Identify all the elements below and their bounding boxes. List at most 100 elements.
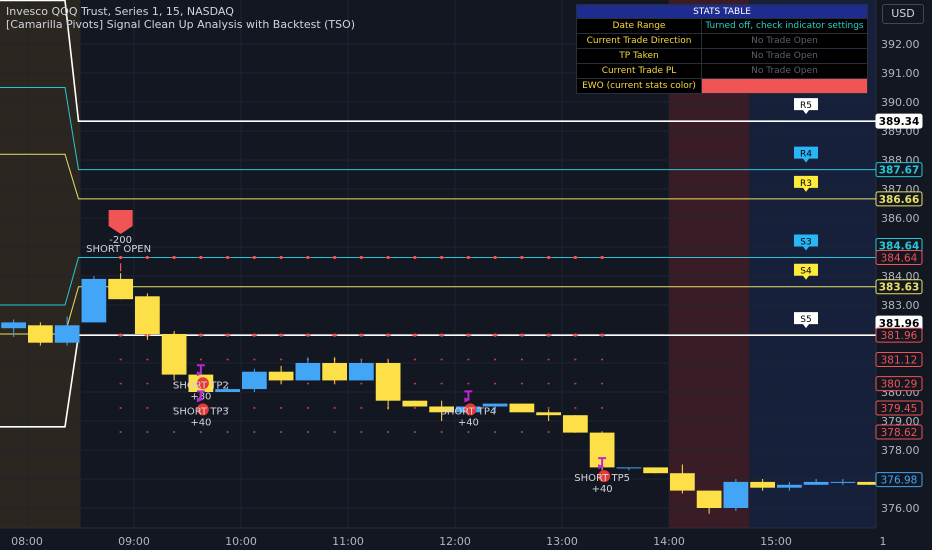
candle bbox=[375, 363, 401, 401]
tp-arrow-icon bbox=[196, 364, 205, 374]
pivot-tag-shape bbox=[794, 146, 818, 163]
signal-label: SHORT TP4 bbox=[441, 406, 497, 417]
target-dot bbox=[413, 358, 416, 361]
candle bbox=[429, 406, 454, 413]
target-dot bbox=[119, 358, 122, 361]
target-dot bbox=[574, 407, 577, 409]
price-label: 389.34 bbox=[879, 116, 920, 128]
target-dot bbox=[146, 382, 149, 385]
tp-dot bbox=[598, 470, 611, 483]
target-dot bbox=[253, 358, 256, 361]
time-tick: 10:00 bbox=[225, 535, 257, 548]
signal-pl: +40 bbox=[458, 417, 479, 428]
pivot-tag-shape bbox=[794, 263, 818, 280]
price-label: 380.29 bbox=[881, 379, 918, 391]
target-dot bbox=[360, 407, 363, 409]
tp-arrow-icon bbox=[598, 457, 607, 467]
target-dot bbox=[413, 431, 416, 433]
candle bbox=[563, 415, 588, 433]
time-tick: 1 bbox=[880, 535, 887, 548]
signal-marker: SHORT TP5+40 bbox=[574, 457, 630, 495]
candle bbox=[161, 334, 187, 375]
signal-label: SHORT TP5 bbox=[574, 473, 630, 484]
pivot-tag-label: R4 bbox=[800, 150, 812, 160]
candle bbox=[857, 481, 882, 485]
target-dot bbox=[306, 431, 309, 433]
price-tick: 383.00 bbox=[881, 299, 920, 312]
signal-marker: SHORT TP3+40 bbox=[173, 390, 229, 428]
candle bbox=[1, 322, 26, 329]
target-dot bbox=[280, 382, 283, 385]
time-tick: 13:00 bbox=[546, 535, 578, 548]
target-dot bbox=[333, 407, 336, 409]
stats-value: No Trade Open bbox=[701, 48, 868, 64]
target-dot bbox=[119, 382, 122, 385]
candle bbox=[28, 325, 53, 343]
stats-value: Turned off, check indicator settings bbox=[701, 18, 868, 34]
tp-arrow-icon bbox=[196, 390, 205, 400]
pivot-line-s3 bbox=[0, 256, 876, 306]
target-dot bbox=[360, 382, 363, 385]
pivot-tag-label: S4 bbox=[800, 267, 812, 277]
target-dot bbox=[226, 407, 229, 409]
candle bbox=[750, 481, 775, 488]
target-dot bbox=[494, 431, 497, 433]
time-tick: 09:00 bbox=[118, 535, 150, 548]
price-label-box bbox=[875, 191, 923, 207]
signal-label: SHORT TP2 bbox=[173, 380, 229, 391]
price-label-box bbox=[875, 376, 923, 392]
target-dot bbox=[467, 431, 470, 433]
target-dot bbox=[199, 431, 202, 433]
pivot-tags: R5 R4 R3 S3 S4 S5 bbox=[794, 98, 818, 329]
target-dot bbox=[253, 431, 256, 433]
target-dot bbox=[280, 431, 283, 433]
signal-label: SHORT TP3 bbox=[173, 406, 229, 417]
target-dot bbox=[306, 382, 309, 385]
target-dot bbox=[574, 358, 577, 361]
price-label-box bbox=[875, 352, 923, 368]
target-dot bbox=[226, 431, 229, 433]
grid-lines bbox=[0, 0, 884, 528]
target-dot bbox=[360, 431, 363, 433]
target-dot bbox=[226, 382, 229, 385]
target-dot bbox=[494, 358, 497, 361]
time-tick: 15:00 bbox=[760, 535, 792, 548]
tp-flag-icon bbox=[196, 397, 203, 403]
target-dot bbox=[547, 382, 550, 385]
pivot-tag-shape bbox=[794, 312, 818, 329]
price-label: 381.96 bbox=[881, 330, 918, 342]
price-label: 383.63 bbox=[879, 282, 920, 294]
price-label: 387.67 bbox=[879, 165, 920, 177]
price-label-box bbox=[875, 279, 923, 295]
stats-title: STATS TABLE bbox=[576, 4, 868, 19]
candle bbox=[643, 467, 668, 474]
currency-button[interactable]: USD bbox=[882, 4, 924, 24]
target-dot bbox=[173, 382, 176, 385]
target-dot bbox=[494, 382, 497, 385]
tp-dot bbox=[464, 403, 477, 416]
target-dot bbox=[146, 431, 149, 433]
price-label-box bbox=[875, 424, 923, 440]
price-label: 381.12 bbox=[881, 355, 918, 367]
stats-key: Current Trade Direction bbox=[576, 33, 702, 49]
pivot-tag-s3: S3 bbox=[794, 234, 818, 251]
pivot-line-r5 bbox=[0, 0, 876, 122]
time-axis: 08:00 09:00 10:00 11:00 12:00 13:00 14:00 15:00… bbox=[0, 527, 887, 548]
pivot-tag-shape bbox=[794, 175, 818, 192]
target-dot bbox=[146, 407, 149, 409]
price-label: 384.64 bbox=[881, 252, 918, 264]
candle bbox=[509, 403, 535, 413]
target-dot bbox=[387, 431, 390, 433]
price-tick: 376.00 bbox=[881, 502, 920, 515]
stats-key: Current Trade PL bbox=[576, 63, 702, 79]
tp-flag-icon bbox=[598, 464, 605, 470]
price-label-box bbox=[875, 162, 923, 178]
target-dot bbox=[387, 358, 390, 361]
pivot-tag-s4: S4 bbox=[794, 263, 818, 280]
candle bbox=[696, 490, 722, 508]
target-dot bbox=[547, 431, 550, 433]
candle bbox=[108, 278, 133, 300]
symbol-title: Invesco QQQ Trust, Series 1, 15, NASDAQ bbox=[6, 5, 234, 18]
